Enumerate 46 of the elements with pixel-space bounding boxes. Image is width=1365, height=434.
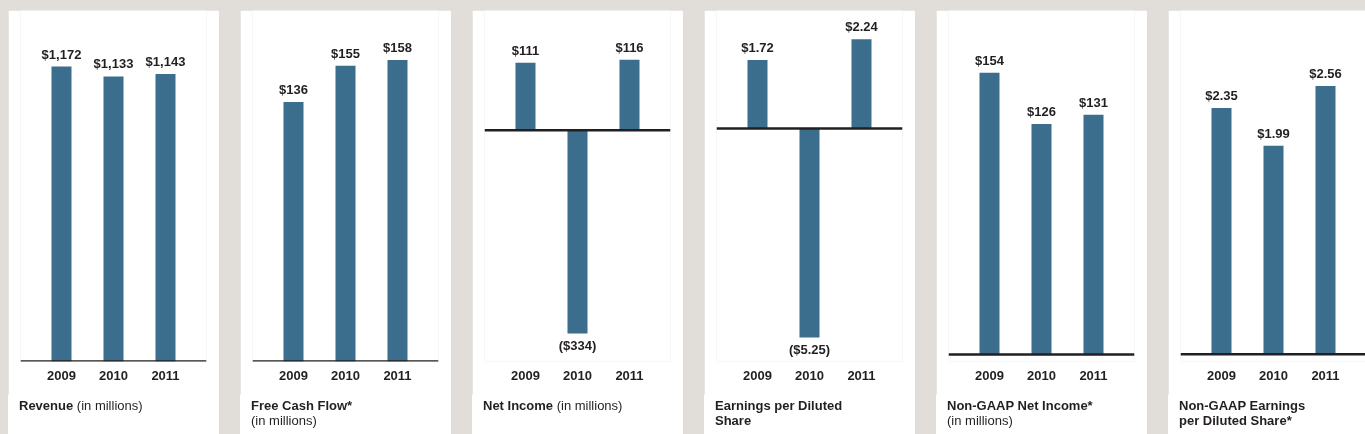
- x-tick-label: 2011: [847, 367, 876, 383]
- data-label: $126: [1027, 103, 1056, 119]
- x-tick-label: 2011: [383, 367, 412, 383]
- data-label: $2.56: [1309, 65, 1342, 81]
- x-tick-label: 2011: [615, 367, 644, 383]
- text: Free Cash Flow*: [251, 398, 353, 413]
- text: (in millions): [947, 413, 1013, 428]
- x-tick-label: 2009: [1207, 367, 1236, 383]
- x-tick-label: 2009: [511, 367, 540, 383]
- text: (in millions): [76, 398, 143, 413]
- x-tick-label: 2010: [1027, 367, 1056, 383]
- x-tick-label: 2011: [1079, 367, 1108, 383]
- x-tick-label: 2010: [331, 367, 360, 383]
- x-tick-label: 2011: [151, 367, 180, 383]
- x-tick-label: 2010: [563, 367, 592, 383]
- data-label: $1.99: [1257, 125, 1290, 141]
- text: Revenue: [19, 398, 74, 413]
- text: Non-GAAP Net Income*: [947, 398, 1093, 413]
- data-label: $1,133: [93, 56, 134, 72]
- x-tick-label: 2010: [795, 367, 824, 383]
- text: Net Income: [483, 398, 554, 413]
- data-label: ($334): [558, 337, 597, 353]
- data-label: ($5.25): [788, 341, 831, 357]
- data-label: $111: [511, 42, 540, 58]
- x-tick-label: 2009: [47, 367, 76, 383]
- data-label: $131: [1079, 94, 1108, 110]
- data-label: $1,172: [41, 46, 82, 62]
- text: Earnings per Diluted Share: [715, 398, 843, 428]
- data-label: $154: [975, 52, 1005, 68]
- x-tick-label: 2009: [279, 367, 308, 383]
- x-tick-label: 2010: [99, 367, 128, 383]
- text: Non-GAAP Earnings per Diluted Share*: [1179, 398, 1306, 428]
- data-label: $2.24: [845, 19, 879, 35]
- x-tick-label: 2010: [1259, 367, 1288, 383]
- data-label: $1,143: [145, 53, 186, 69]
- data-label: $116: [615, 39, 644, 55]
- data-label: $158: [383, 40, 412, 56]
- data-label: $1.72: [741, 39, 774, 55]
- data-label: $2.35: [1205, 87, 1238, 103]
- x-tick-label: 2009: [975, 367, 1004, 383]
- text: (in millions): [251, 413, 317, 428]
- data-label: $155: [331, 45, 360, 61]
- x-tick-label: 2009: [743, 367, 772, 383]
- x-tick-label: 2011: [1311, 367, 1340, 383]
- text: (in millions): [556, 398, 623, 413]
- data-label: $136: [279, 82, 308, 98]
